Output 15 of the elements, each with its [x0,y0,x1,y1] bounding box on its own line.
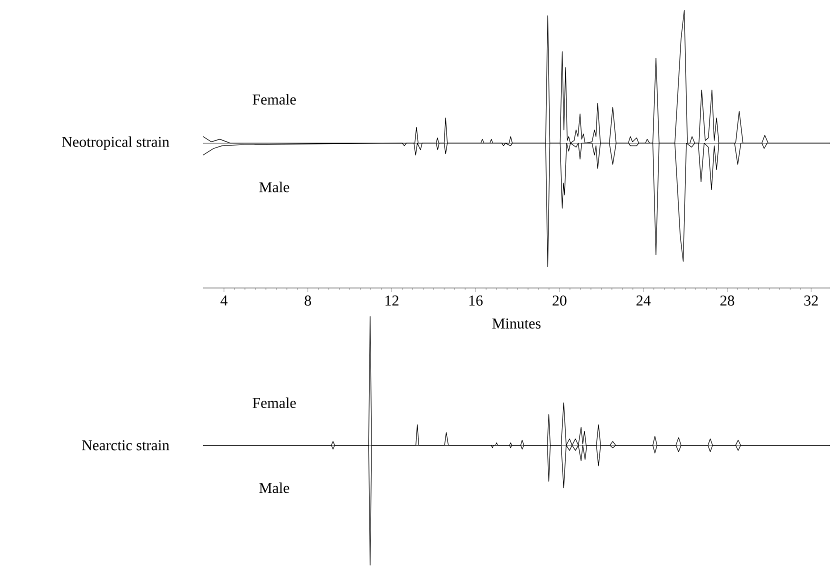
text: Female [252,94,296,105]
x-tick-label: 32 [804,296,818,306]
x-tick-label: 4 [220,296,228,306]
x-tick-label: 16 [469,296,483,306]
x-tick-label: 8 [304,296,312,306]
y-axis-title: Nearctic strain [82,440,170,450]
text: Male [259,182,290,192]
x-axis-title: Minutes [492,318,541,329]
text: Female [252,398,296,408]
x-tick-label: 24 [636,296,651,306]
text: Male [259,482,290,494]
x-tick-label: 28 [720,296,734,306]
x-tick-label: 12 [386,296,398,306]
y-axis-title: Neotropical strain [62,136,170,150]
x-tick-label: 20 [552,296,566,306]
